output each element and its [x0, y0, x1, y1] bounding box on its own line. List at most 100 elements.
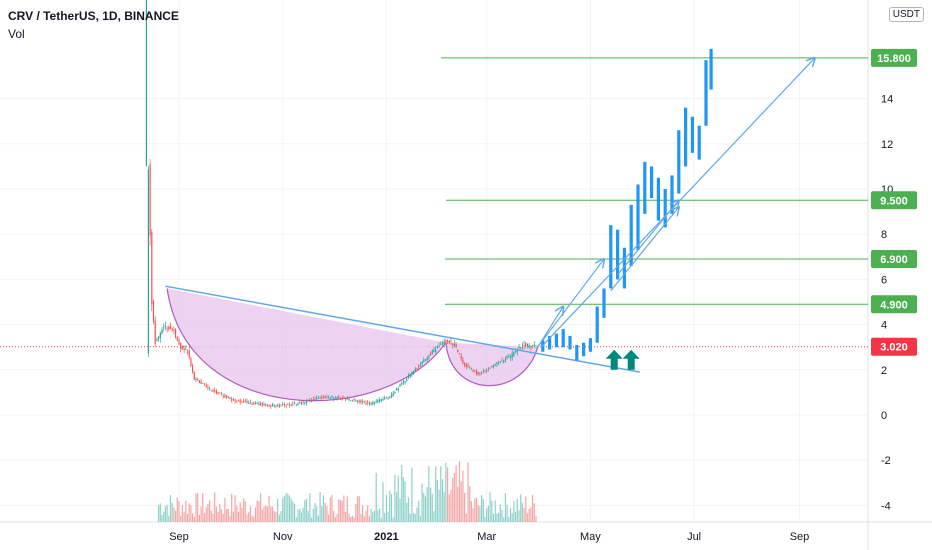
projection-bar[interactable]	[677, 130, 681, 194]
projection-bar[interactable]	[602, 288, 606, 318]
candle-body	[450, 340, 452, 342]
projection-bar[interactable]	[622, 247, 626, 289]
volume-bar	[341, 500, 343, 522]
volume-bar	[239, 502, 241, 522]
projection-bar[interactable]	[684, 107, 688, 167]
projection-bar[interactable]	[643, 161, 647, 214]
candle-body	[299, 402, 301, 404]
projection-bar[interactable]	[656, 177, 660, 221]
volume-bar	[169, 495, 172, 522]
volume-bar	[314, 502, 316, 522]
volume-bar	[397, 475, 399, 522]
volume-bar	[457, 486, 459, 522]
candle-body	[419, 364, 421, 366]
projection-bar[interactable]	[629, 204, 633, 266]
up-arrow-icon[interactable]	[605, 349, 623, 370]
candle-body	[334, 396, 336, 399]
candle-body	[305, 400, 308, 404]
projection-bar[interactable]	[568, 335, 572, 350]
volume-bar	[176, 497, 178, 522]
up-arrow-icon[interactable]	[622, 349, 640, 370]
projection-bar[interactable]	[697, 125, 701, 160]
projection-bar[interactable]	[548, 335, 552, 350]
volume-bar	[324, 502, 326, 522]
projection-arrow[interactable]	[537, 307, 564, 348]
candle-body	[226, 395, 228, 398]
candle-body	[518, 347, 520, 349]
volume-bar	[210, 510, 212, 522]
volume-bar	[212, 513, 214, 522]
handle-pattern-fill[interactable]	[445, 342, 538, 386]
volume-bar	[528, 509, 530, 522]
projection-bar[interactable]	[554, 333, 558, 348]
volume-bar	[195, 493, 197, 522]
volume-bar	[414, 514, 416, 522]
candle-body	[351, 399, 353, 401]
volume-bar	[168, 515, 170, 522]
projection-bar[interactable]	[561, 329, 565, 348]
candle-body	[508, 356, 510, 358]
currency-button[interactable]: USDT	[888, 7, 924, 22]
volume-bar	[285, 492, 287, 522]
projection-bar[interactable]	[650, 166, 654, 199]
projection-arrow[interactable]	[540, 58, 815, 348]
volume-bar	[467, 462, 469, 522]
projection-bar[interactable]	[609, 225, 613, 289]
volume-bar	[302, 507, 304, 522]
descending-trendline[interactable]	[165, 285, 640, 373]
volume-bar	[329, 497, 331, 522]
volume-bar	[450, 489, 452, 522]
candle-body	[297, 402, 299, 406]
projection-bar[interactable]	[663, 189, 667, 228]
handle-pattern-outline[interactable]	[445, 342, 539, 387]
projection-bar[interactable]	[595, 306, 599, 343]
volume-bar	[477, 504, 479, 522]
candle-body	[236, 401, 238, 402]
projection-arrow[interactable]	[610, 207, 679, 292]
candle-body	[260, 402, 262, 405]
projection-bar[interactable]	[709, 48, 713, 90]
projection-arrow[interactable]	[537, 259, 604, 348]
candle-body	[168, 326, 170, 330]
volume-bar	[445, 462, 447, 522]
x-tick-label: Sep	[169, 531, 189, 543]
candle-body	[178, 339, 180, 345]
volume-bar	[312, 508, 314, 522]
volume-bar	[299, 508, 301, 522]
volume-bar	[348, 513, 350, 522]
projection-bar[interactable]	[588, 338, 592, 352]
candle-body	[385, 397, 387, 399]
volume-bar	[277, 498, 279, 522]
projection-bar[interactable]	[690, 116, 694, 153]
y-tick-label: 4	[881, 320, 887, 332]
candle-body	[202, 383, 204, 385]
price-levels	[0, 57, 868, 348]
projection-bar[interactable]	[575, 344, 579, 361]
volume-bar	[464, 492, 466, 522]
candle-body	[326, 397, 328, 398]
candle-body	[266, 404, 268, 406]
candle-body	[440, 343, 442, 345]
candle-body	[234, 399, 236, 402]
volume-bar	[423, 492, 425, 522]
projection-bar[interactable]	[582, 342, 586, 357]
level-price-label: 9.500	[880, 195, 908, 207]
projection-bar[interactable]	[616, 229, 620, 280]
candle-body	[336, 396, 338, 399]
cup-pattern-outline[interactable]	[166, 288, 447, 402]
volume-bar	[382, 482, 384, 522]
projection-bar[interactable]	[670, 175, 674, 214]
volume-bar	[492, 513, 495, 522]
projection-bar[interactable]	[704, 60, 708, 126]
cup-pattern-fill[interactable]	[167, 288, 446, 401]
candle-body	[379, 399, 381, 402]
volume-bar	[438, 489, 440, 522]
candle-body	[513, 352, 515, 357]
volume-bar	[331, 494, 333, 522]
candle-body	[322, 397, 325, 399]
candle-body	[433, 349, 435, 353]
projection-bar[interactable]	[636, 184, 640, 251]
symbol-title[interactable]: CRV / TetherUS, 1D, BINANCE	[8, 9, 179, 23]
candle-body	[423, 359, 425, 362]
